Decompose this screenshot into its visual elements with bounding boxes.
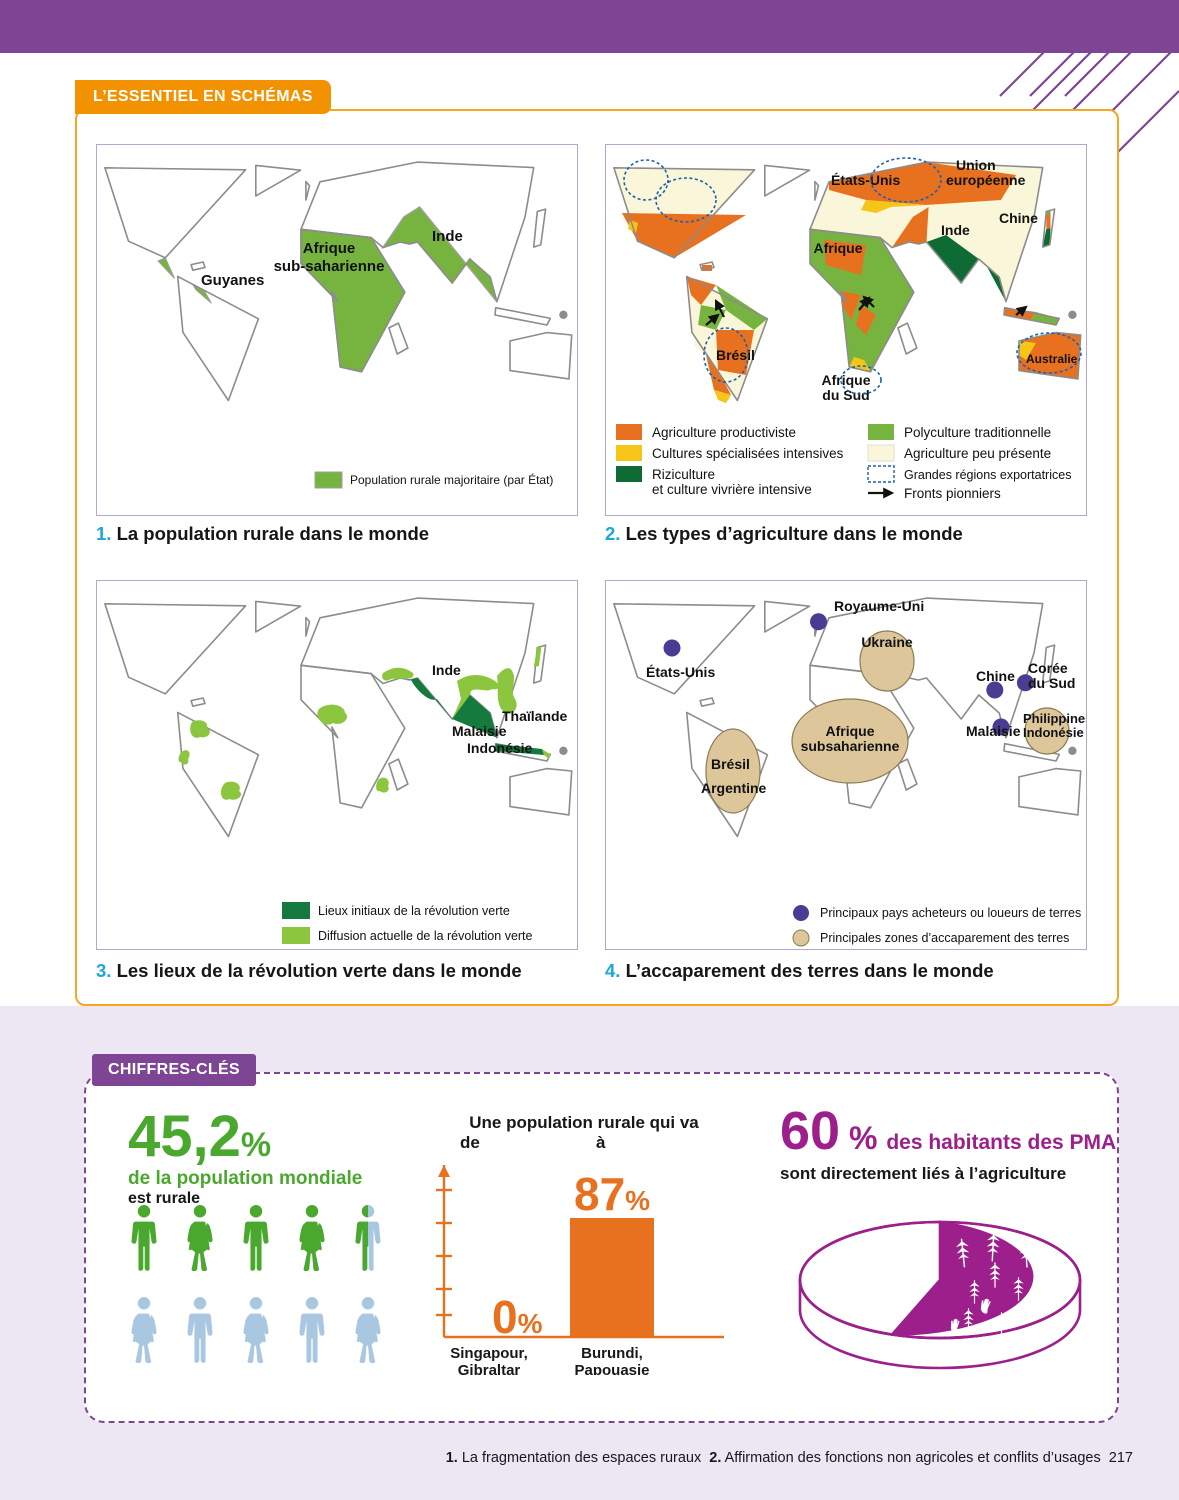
svg-text:sub-saharienne: sub-saharienne — [274, 258, 385, 275]
svg-text:Indonésie: Indonésie — [1023, 725, 1084, 740]
svg-text:Thaïlande: Thaïlande — [502, 708, 568, 724]
svg-text:Burundi,: Burundi, — [581, 1345, 643, 1362]
svg-text:Corée: Corée — [1028, 660, 1068, 676]
svg-text:Afrique: Afrique — [814, 240, 863, 256]
svg-text:Inde: Inde — [941, 222, 970, 238]
svg-text:Diffusion actuelle de la révol: Diffusion actuelle de la révolution vert… — [318, 929, 533, 943]
svg-text:États-Unis: États-Unis — [831, 172, 900, 188]
svg-text:du Sud: du Sud — [1028, 675, 1075, 691]
svg-text:Papouasie: Papouasie — [574, 1362, 649, 1375]
svg-text:et culture vivrière intensive: et culture vivrière intensive — [652, 482, 812, 497]
svg-text:Inde: Inde — [432, 662, 461, 678]
svg-text:du Sud: du Sud — [822, 387, 869, 403]
svg-text:Agriculture peu présente: Agriculture peu présente — [904, 446, 1051, 461]
svg-text:Lieux initiaux de la révolutio: Lieux initiaux de la révolution verte — [318, 904, 510, 918]
svg-text:Brésil: Brésil — [711, 756, 750, 772]
svg-text:Guyanes: Guyanes — [201, 272, 264, 289]
svg-text:Australie: Australie — [1026, 352, 1078, 366]
svg-text:Cultures spécialisées intensiv: Cultures spécialisées intensives — [652, 446, 844, 461]
svg-text:Philippines: Philippines — [1023, 711, 1086, 726]
svg-text:Riziculture: Riziculture — [652, 467, 715, 482]
svg-text:Fronts pionniers: Fronts pionniers — [904, 486, 1001, 501]
svg-text:Principales zones d’accapareme: Principales zones d’accaparement des ter… — [820, 931, 1069, 945]
svg-text:Indonésie: Indonésie — [467, 740, 533, 756]
svg-text:Afrique: Afrique — [822, 372, 871, 388]
svg-text:Ukraine: Ukraine — [861, 634, 913, 650]
svg-text:0%: 0% — [492, 1291, 543, 1343]
svg-text:Afrique: Afrique — [303, 240, 356, 257]
svg-text:Chine: Chine — [976, 668, 1015, 684]
svg-text:Gibraltar: Gibraltar — [458, 1362, 521, 1375]
svg-text:Chine: Chine — [999, 210, 1038, 226]
svg-text:Afrique: Afrique — [826, 723, 875, 739]
svg-text:Singapour,: Singapour, — [450, 1345, 528, 1362]
svg-text:87%: 87% — [574, 1168, 650, 1220]
svg-text:Brésil: Brésil — [716, 347, 755, 363]
svg-text:Malaisie: Malaisie — [966, 723, 1021, 739]
svg-text:Malaisie: Malaisie — [452, 723, 507, 739]
svg-text:Royaume-Uni: Royaume-Uni — [834, 598, 924, 614]
svg-text:européenne: européenne — [946, 172, 1026, 188]
svg-text:Inde: Inde — [432, 228, 463, 245]
svg-text:Agriculture productiviste: Agriculture productiviste — [652, 425, 796, 440]
svg-text:Grandes régions exportatrices: Grandes régions exportatrices — [904, 468, 1071, 482]
svg-text:subsaharienne: subsaharienne — [801, 738, 900, 754]
svg-text:Argentine: Argentine — [701, 780, 767, 796]
svg-text:Principaux pays acheteurs ou l: Principaux pays acheteurs ou loueurs de … — [820, 906, 1081, 920]
svg-text:Polyculture traditionnelle: Polyculture traditionnelle — [904, 425, 1051, 440]
svg-text:Union: Union — [956, 157, 996, 173]
svg-text:Population rurale majoritaire: Population rurale majoritaire (par État) — [350, 472, 553, 487]
svg-text:États-Unis: États-Unis — [646, 664, 715, 680]
